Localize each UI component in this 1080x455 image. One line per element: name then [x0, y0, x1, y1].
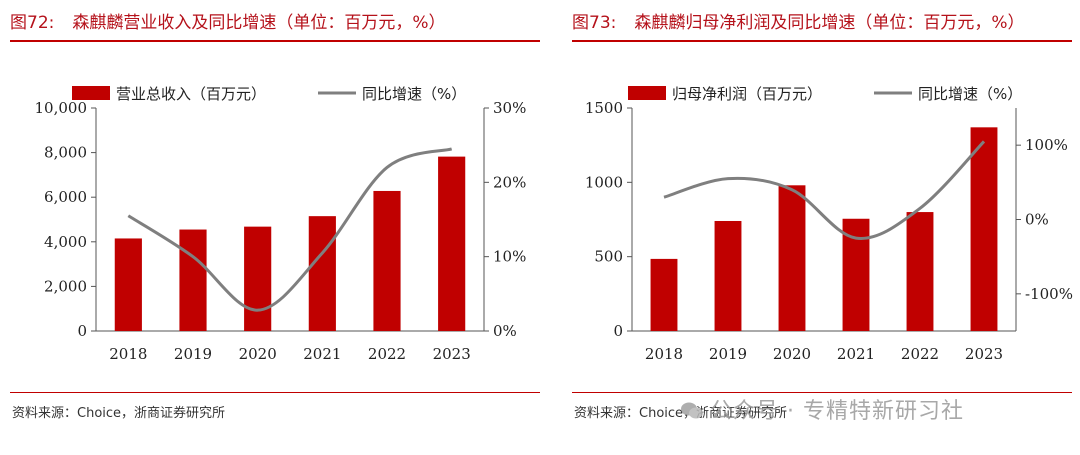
bar: [308, 216, 336, 331]
watermark: 公众号 · 专精特新研习社: [680, 393, 964, 425]
x-tick-label: 2018: [645, 345, 683, 363]
y-tick-label: 1000: [585, 173, 623, 191]
legend-line-label: 同比增速（%）: [362, 85, 466, 103]
y2-tick-label: 30%: [493, 99, 526, 117]
x-tick-label: 2023: [433, 345, 471, 363]
y2-tick-label: 0%: [1025, 211, 1049, 229]
figure-number: 图72:: [10, 13, 55, 33]
bar: [438, 156, 466, 331]
x-tick-label: 2020: [773, 345, 811, 363]
source-note: 资料来源：Choice，浙商证券研究所: [12, 406, 226, 421]
y2-tick-label: -100%: [1025, 285, 1073, 303]
y-tick-label: 0: [77, 322, 87, 340]
net-profit-chart: 0 500 1000 1500 -100% 0% 100% 2018 2019 2020 2021 2…: [585, 85, 1073, 363]
y2-tick-label: 20%: [493, 173, 526, 191]
y2-tick-label: 0%: [493, 322, 517, 340]
y-tick-label: 4,000: [44, 233, 87, 251]
x-tick-label: 2019: [709, 345, 747, 363]
source-rule: [10, 392, 540, 393]
title-rule: [572, 40, 1072, 42]
y-tick-label: 500: [594, 248, 623, 266]
y-tick-label: 8,000: [44, 144, 87, 162]
source-rule: [572, 392, 1072, 393]
y-tick-label: 2,000: [44, 277, 87, 295]
title-rule: [10, 40, 540, 42]
legend-line-label: 同比增速（%）: [918, 85, 1022, 103]
y-tick-label: 10,000: [35, 99, 88, 117]
legend-bar-label: 归母净利润（百万元）: [672, 85, 822, 103]
figure-panel-72: 图72: 森麒麟营业收入及同比增速（单位：百万元，%） 0 2,000 4,000 6,…: [10, 8, 540, 421]
source-note: 资料来源：Choice，浙商证券研究所: [574, 406, 788, 421]
legend-bar-swatch: [72, 86, 110, 100]
figure-number: 图73:: [572, 13, 617, 33]
figure-title: 图73: 森麒麟归母净利润及同比增速（单位：百万元，%）: [572, 8, 1025, 33]
x-tick-label: 2021: [837, 345, 875, 363]
bar: [244, 226, 272, 331]
y-tick-label: 6,000: [44, 188, 87, 206]
bar: [778, 185, 806, 331]
growth-line: [127, 147, 453, 312]
bar: [970, 127, 998, 332]
x-tick-label: 2021: [303, 345, 341, 363]
figure-caption: 森麒麟营业收入及同比增速（单位：百万元，%）: [72, 13, 446, 33]
bar: [714, 220, 742, 331]
bar: [906, 212, 934, 331]
bar: [114, 238, 142, 331]
x-tick-label: 2018: [109, 345, 147, 363]
revenue-chart: 0 2,000 4,000 6,000 8,000 10,000 0% 10% 20% 30% 20…: [35, 85, 527, 363]
bar: [179, 229, 207, 331]
y-tick-label: 1500: [585, 99, 623, 117]
x-tick-label: 2022: [901, 345, 939, 363]
growth-line: [663, 140, 986, 240]
bar: [373, 190, 401, 331]
x-tick-label: 2019: [174, 345, 212, 363]
x-tick-label: 2023: [965, 345, 1003, 363]
figure-title: 图72: 森麒麟营业收入及同比增速（单位：百万元，%）: [10, 8, 446, 33]
x-tick-label: 2020: [239, 345, 277, 363]
x-tick-label: 2022: [368, 345, 406, 363]
wechat-icon: [681, 402, 703, 419]
y2-tick-label: 100%: [1025, 136, 1068, 154]
legend-bar-swatch: [628, 86, 666, 100]
legend-bar-label: 营业总收入（百万元）: [116, 85, 266, 103]
bar: [650, 258, 678, 331]
figure-caption: 森麒麟归母净利润及同比增速（单位：百万元，%）: [634, 13, 1025, 33]
watermark-text: 公众号 · 专精特新研习社: [710, 399, 964, 424]
figure-panel-73: 图73: 森麒麟归母净利润及同比增速（单位：百万元，%） 0 500 1000 1500…: [562, 0, 1080, 455]
y-tick-label: 0: [613, 322, 623, 340]
y2-tick-label: 10%: [493, 248, 526, 266]
